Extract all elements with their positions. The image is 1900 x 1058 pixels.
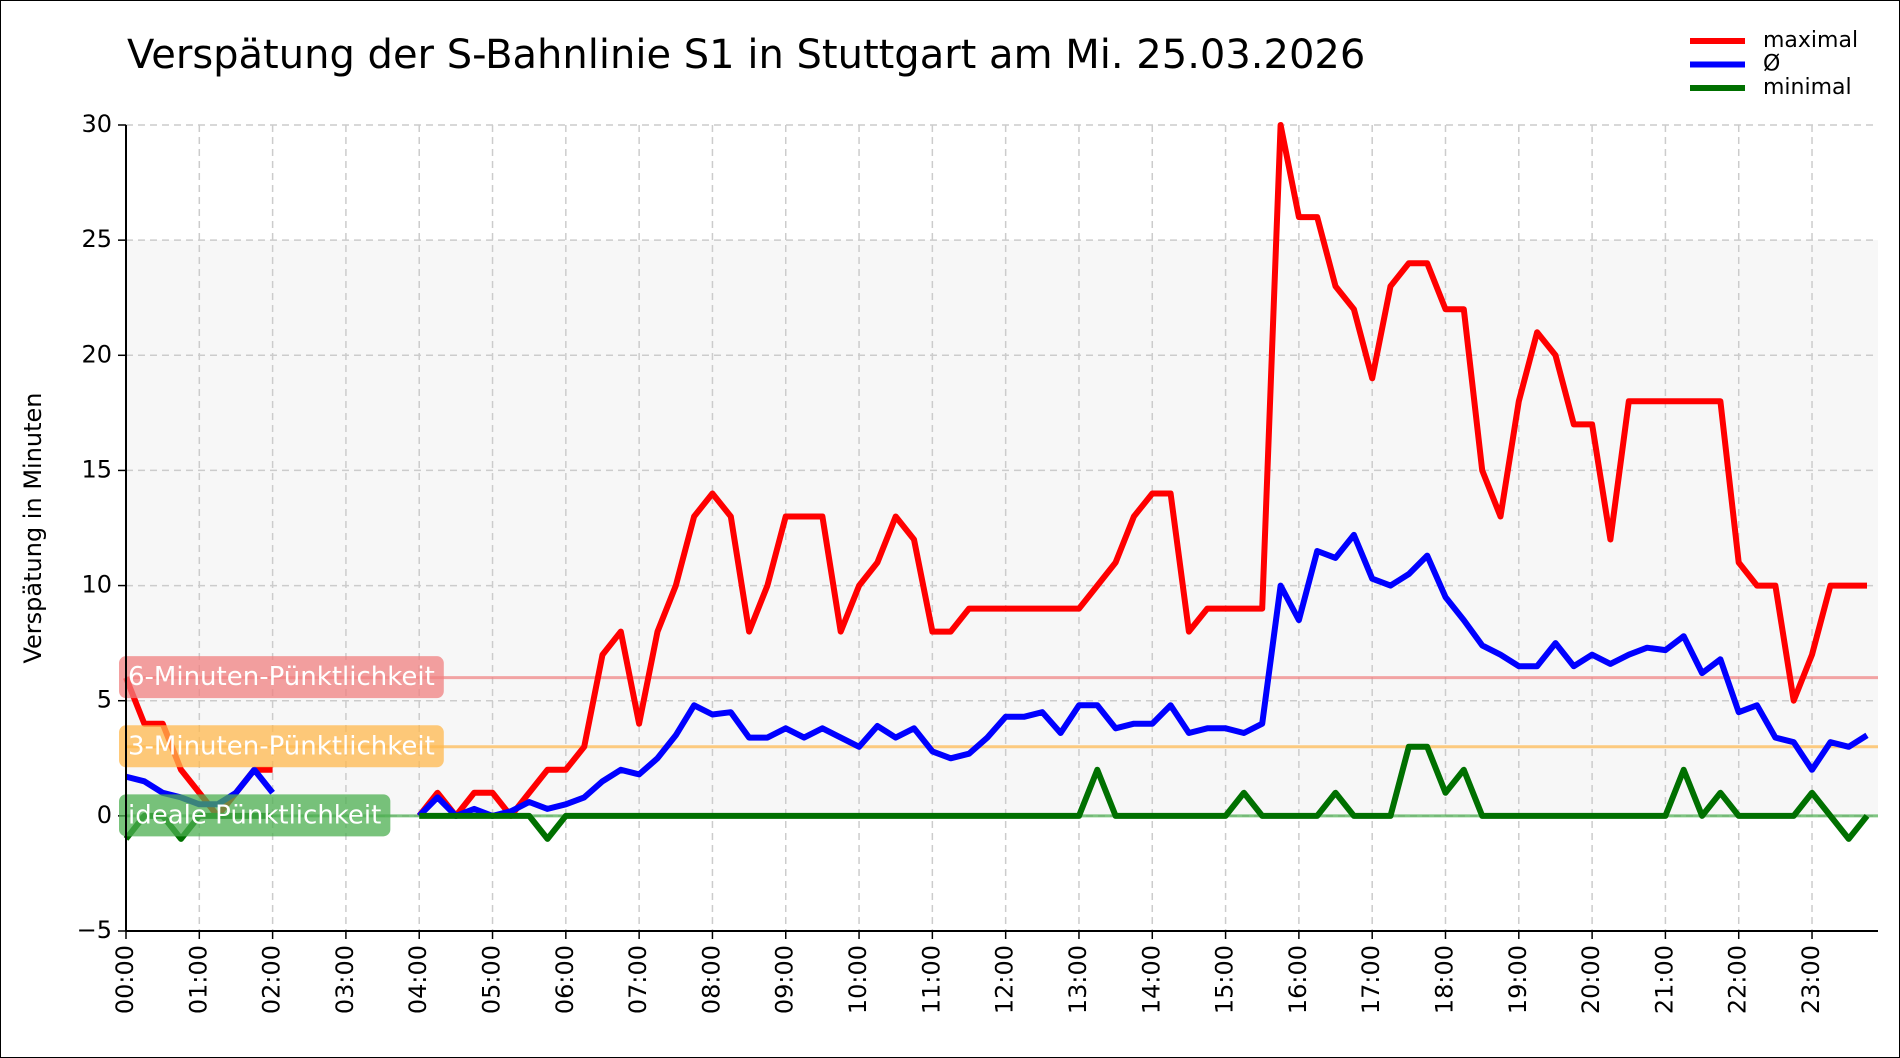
x-tick-label: 03:00 — [331, 945, 359, 1014]
x-tick-label: 05:00 — [478, 945, 506, 1014]
x-tick-label: 14:00 — [1137, 945, 1165, 1014]
x-tick-label: 20:00 — [1577, 945, 1605, 1014]
x-tick-label: 15:00 — [1211, 945, 1239, 1014]
reference-label: 6-Minuten-Pünktlichkeit — [128, 662, 435, 692]
legend-label: Ø — [1763, 52, 1780, 77]
x-tick-label: 16:00 — [1284, 945, 1312, 1014]
y-tick-label: 0 — [97, 801, 112, 829]
y-tick-label: 5 — [97, 686, 112, 714]
reference-label-box — [119, 794, 391, 837]
x-tick-label: 09:00 — [771, 945, 799, 1014]
x-tick-label: 13:00 — [1064, 945, 1092, 1014]
x-tick-label: 01:00 — [184, 945, 212, 1014]
y-tick-label: −5 — [77, 916, 112, 944]
y-tick-label: 10 — [81, 571, 112, 599]
x-tick-label: 08:00 — [697, 945, 725, 1014]
chart-title: Verspätung der S-Bahnlinie S1 in Stuttga… — [127, 32, 1365, 78]
x-tick-label: 04:00 — [404, 945, 432, 1014]
reference-label: ideale Pünktlichkeit — [128, 800, 381, 830]
legend-label: minimal — [1763, 75, 1852, 100]
y-tick-label: 25 — [81, 225, 112, 253]
legend-label: maximal — [1763, 28, 1858, 53]
x-tick-label: 12:00 — [991, 945, 1019, 1014]
reference-label: 3-Minuten-Pünktlichkeit — [128, 731, 435, 761]
x-tick-label: 07:00 — [624, 945, 652, 1014]
y-tick-label: 20 — [81, 340, 112, 368]
x-tick-label: 10:00 — [844, 945, 872, 1014]
x-tick-label: 19:00 — [1504, 945, 1532, 1014]
x-tick-label: 06:00 — [551, 945, 579, 1014]
x-tick-label: 02:00 — [258, 945, 286, 1014]
x-tick-label: 18:00 — [1430, 945, 1458, 1014]
reference-label-box — [119, 725, 444, 768]
x-tick-label: 22:00 — [1724, 945, 1752, 1014]
x-tick-label: 11:00 — [917, 945, 945, 1014]
y-axis-label: Verspätung in Minuten — [19, 392, 47, 663]
y-tick-label: 15 — [81, 455, 112, 483]
reference-label-box — [119, 656, 444, 699]
y-tick-label: 30 — [81, 110, 112, 138]
x-tick-label: 23:00 — [1797, 945, 1825, 1014]
x-tick-label: 17:00 — [1357, 945, 1385, 1014]
x-tick-label: 00:00 — [111, 945, 139, 1014]
x-tick-label: 21:00 — [1650, 945, 1678, 1014]
